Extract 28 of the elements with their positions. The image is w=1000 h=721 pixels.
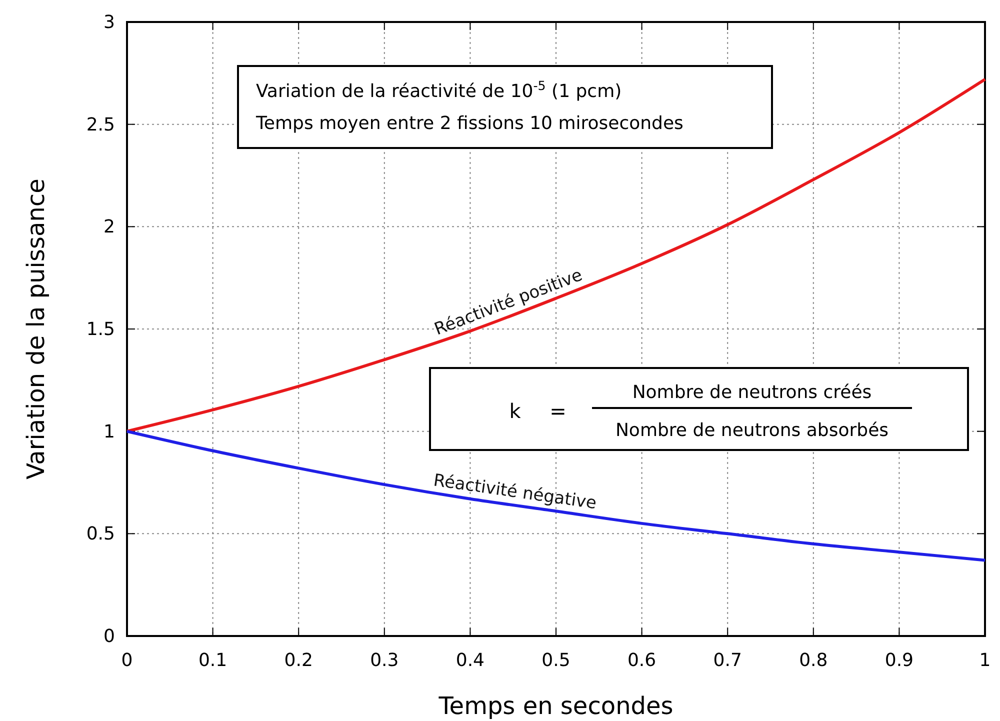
- annotation: =: [550, 399, 566, 423]
- x-tick-label: 0.9: [884, 650, 914, 671]
- y-tick-label: 2: [104, 216, 115, 238]
- annotation: Variation de la réactivité de 10$^{-5}$ (1 pcm): [256, 78, 622, 102]
- x-tick-label: 0.3: [370, 650, 399, 671]
- x-tick-label: 0: [121, 650, 133, 671]
- x-tick-label: 0.4: [456, 650, 485, 671]
- annotation: Nombre de neutrons absorbés: [615, 420, 889, 441]
- annotation: k: [509, 399, 522, 423]
- x-tick-label: 0.1: [198, 650, 228, 671]
- y-axis-title: Variation de la puissance: [22, 178, 50, 480]
- y-tick-label: 0: [104, 626, 115, 647]
- x-tick-label: 1: [979, 650, 991, 671]
- y-tick-label: 1: [104, 421, 115, 442]
- y-tick-label: 2.5: [86, 114, 115, 136]
- text: Réactivité négative: [432, 470, 598, 514]
- note-box: Variation de la réactivité de 10$^{-5}$ (1 pcm) Temps moyen entre 2 fissions 10 mirosecondes: [237, 65, 773, 149]
- y-tick-label: 1.5: [86, 319, 115, 340]
- x-tick-label: 0.8: [799, 650, 828, 671]
- x-axis-title: Temps en secondes: [438, 692, 674, 720]
- annotation: Temps moyen entre 2 fissions 10 mirosecondes: [255, 113, 684, 134]
- annotation: Nombre de neutrons créés: [632, 382, 872, 403]
- x-tick-label: 0.6: [627, 650, 656, 671]
- x-tick-label: 0.5: [542, 650, 570, 671]
- y-tick-label: 3: [104, 12, 115, 33]
- x-tick-label: 0.7: [713, 650, 742, 671]
- y-tick-label: 0.5: [86, 524, 115, 545]
- x-tick-label: 0.2: [284, 650, 313, 671]
